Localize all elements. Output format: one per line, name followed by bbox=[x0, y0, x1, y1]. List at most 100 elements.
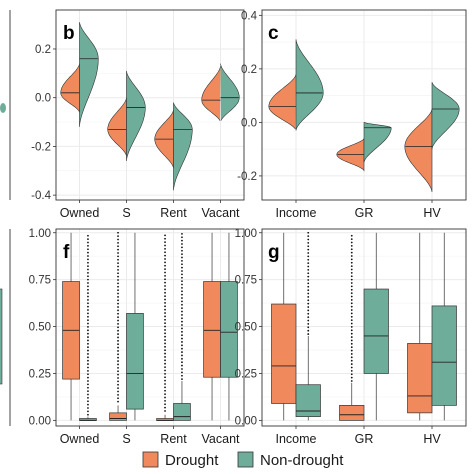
box-outlier-non_drought bbox=[181, 297, 183, 299]
box-outlier-drought bbox=[164, 345, 166, 348]
box-outlier-drought bbox=[164, 308, 166, 311]
box-outlier-drought bbox=[350, 339, 353, 342]
box-outlier-non_drought bbox=[181, 232, 183, 235]
box-outlier-drought bbox=[350, 295, 353, 298]
box-outlier-non_drought bbox=[181, 341, 183, 343]
box-outlier-drought bbox=[117, 269, 119, 271]
box-outlier-drought bbox=[350, 366, 353, 369]
box-outlier-drought bbox=[350, 315, 353, 318]
box-outlier-drought bbox=[350, 258, 353, 261]
panel-f: 0.00 0.25 0.50 0.75 1.00 Owned S Rent Vacant f bbox=[29, 228, 245, 446]
box-outlier-non_drought bbox=[181, 290, 183, 293]
box-outlier-non_drought bbox=[181, 374, 183, 377]
box-outlier-drought bbox=[164, 396, 166, 399]
box-outlier-drought bbox=[350, 285, 353, 288]
y-tick-label: 0.00 bbox=[29, 415, 51, 427]
box-outlier-non_drought bbox=[307, 333, 310, 335]
box-outlier-drought bbox=[350, 255, 353, 257]
panel-partial-left-top bbox=[0, 10, 11, 200]
box-outlier-drought bbox=[350, 329, 353, 332]
box-outlier-non_drought bbox=[181, 243, 183, 245]
box-outlier-non_drought bbox=[87, 342, 89, 345]
box-outlier-non_drought bbox=[307, 265, 310, 268]
box-outlier-non_drought bbox=[307, 319, 310, 322]
panel-border bbox=[261, 9, 467, 201]
box-outlier-non_drought bbox=[87, 299, 89, 301]
box-outlier-non_drought bbox=[181, 293, 183, 296]
legend-non-drought-swatch bbox=[237, 451, 254, 468]
box-outlier-drought bbox=[350, 380, 353, 382]
marks bbox=[271, 231, 457, 421]
box-outlier-drought bbox=[350, 373, 353, 376]
box-outlier-drought bbox=[164, 237, 166, 240]
box-outlier-drought bbox=[164, 325, 166, 328]
box-outlier-non_drought bbox=[87, 386, 89, 389]
box-outlier-drought bbox=[117, 272, 119, 275]
box-outlier-drought bbox=[164, 403, 166, 406]
box-outlier-non_drought bbox=[87, 265, 89, 268]
box-outlier-non_drought bbox=[307, 323, 310, 325]
box-outlier-drought bbox=[164, 389, 166, 392]
box-outlier-non_drought bbox=[307, 316, 310, 319]
box-outlier-drought bbox=[164, 247, 166, 250]
box-outlier-drought bbox=[350, 309, 353, 311]
box-outlier-drought bbox=[164, 376, 166, 379]
box-outlier-drought bbox=[350, 272, 353, 274]
box-outlier-drought bbox=[117, 387, 119, 390]
box-outlier-non_drought bbox=[181, 300, 183, 303]
box-outlier-drought bbox=[117, 241, 119, 244]
box-outlier-drought bbox=[164, 305, 166, 308]
x-tick-label: Vacant bbox=[202, 432, 241, 446]
violin-half-non_drought bbox=[126, 70, 146, 162]
x-tick-label: Income bbox=[276, 432, 317, 446]
box-outlier-drought bbox=[117, 262, 119, 265]
box-outlier-drought bbox=[164, 288, 166, 291]
box-outlier-drought bbox=[164, 295, 166, 298]
box-outlier-non_drought bbox=[181, 276, 183, 279]
box-outlier-non_drought bbox=[307, 279, 310, 281]
box-outlier-non_drought bbox=[181, 344, 183, 347]
box-outlier-non_drought bbox=[181, 287, 183, 289]
box-outlier-non_drought bbox=[181, 236, 183, 239]
box-outlier-non_drought bbox=[307, 312, 310, 315]
box-outlier-drought bbox=[164, 383, 166, 385]
violin-half-non_drought bbox=[220, 63, 240, 121]
box-outlier-drought bbox=[164, 366, 166, 368]
y-tick-label: 0.25 bbox=[235, 368, 257, 380]
violin-fragment bbox=[0, 103, 6, 113]
box-outlier-drought bbox=[164, 271, 166, 274]
box-outlier-non_drought bbox=[87, 278, 89, 281]
box-outlier-non_drought bbox=[181, 320, 183, 323]
box-outlier-non_drought bbox=[181, 266, 183, 269]
box-outlier-non_drought bbox=[87, 258, 89, 261]
x-tick-label: S bbox=[122, 432, 130, 446]
box-outlier-non_drought bbox=[87, 255, 89, 257]
box-outlier-non_drought bbox=[181, 283, 183, 286]
box-outlier-drought bbox=[117, 370, 119, 373]
panel-label-g: g bbox=[268, 242, 280, 263]
box-outlier-drought bbox=[164, 315, 166, 318]
box-outlier-non_drought bbox=[181, 239, 183, 242]
y-tick-label: 0.2 bbox=[35, 44, 51, 56]
box-drought bbox=[203, 281, 221, 378]
legend-drought-swatch bbox=[142, 451, 159, 468]
box-outlier-drought bbox=[117, 360, 119, 362]
box-outlier-non_drought bbox=[87, 268, 89, 271]
box-outlier-drought bbox=[117, 292, 119, 295]
box-outlier-drought bbox=[117, 326, 119, 329]
box-outlier-drought bbox=[117, 238, 119, 241]
box-outlier-non_drought bbox=[307, 306, 310, 308]
box-outlier-non_drought bbox=[307, 241, 310, 244]
box-outlier-drought bbox=[350, 353, 353, 355]
box-outlier-drought bbox=[350, 363, 353, 365]
box-outlier-non_drought bbox=[181, 249, 183, 252]
box-outlier-non_drought bbox=[307, 245, 310, 248]
box-outlier-drought bbox=[164, 369, 166, 372]
box-outlier-drought bbox=[164, 342, 166, 345]
box-outlier-drought bbox=[350, 336, 353, 338]
box-outlier-drought bbox=[350, 268, 353, 271]
box-outlier-non_drought bbox=[307, 292, 310, 295]
box-outlier-drought bbox=[350, 288, 353, 291]
box-outlier-non_drought bbox=[87, 305, 89, 308]
x-tick-label: GR bbox=[355, 432, 374, 446]
